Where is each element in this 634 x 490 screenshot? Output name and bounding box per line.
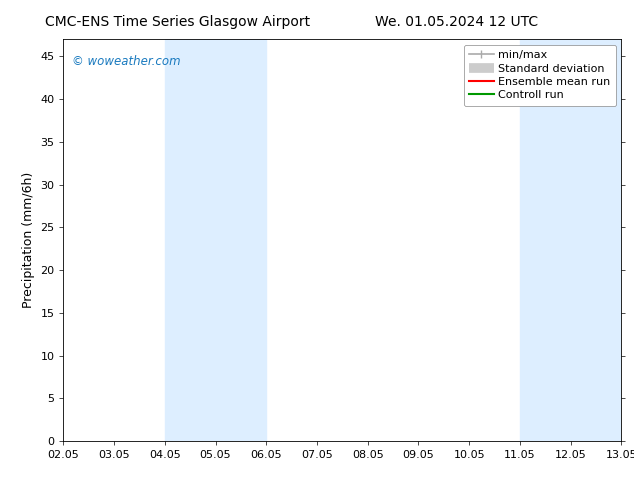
Text: We. 01.05.2024 12 UTC: We. 01.05.2024 12 UTC <box>375 15 538 29</box>
Bar <box>165 39 266 441</box>
Text: CMC-ENS Time Series Glasgow Airport: CMC-ENS Time Series Glasgow Airport <box>45 15 310 29</box>
Text: © woweather.com: © woweather.com <box>72 55 181 68</box>
Bar <box>520 39 621 441</box>
Y-axis label: Precipitation (mm/6h): Precipitation (mm/6h) <box>22 172 35 308</box>
Legend: min/max, Standard deviation, Ensemble mean run, Controll run: min/max, Standard deviation, Ensemble me… <box>463 45 616 106</box>
